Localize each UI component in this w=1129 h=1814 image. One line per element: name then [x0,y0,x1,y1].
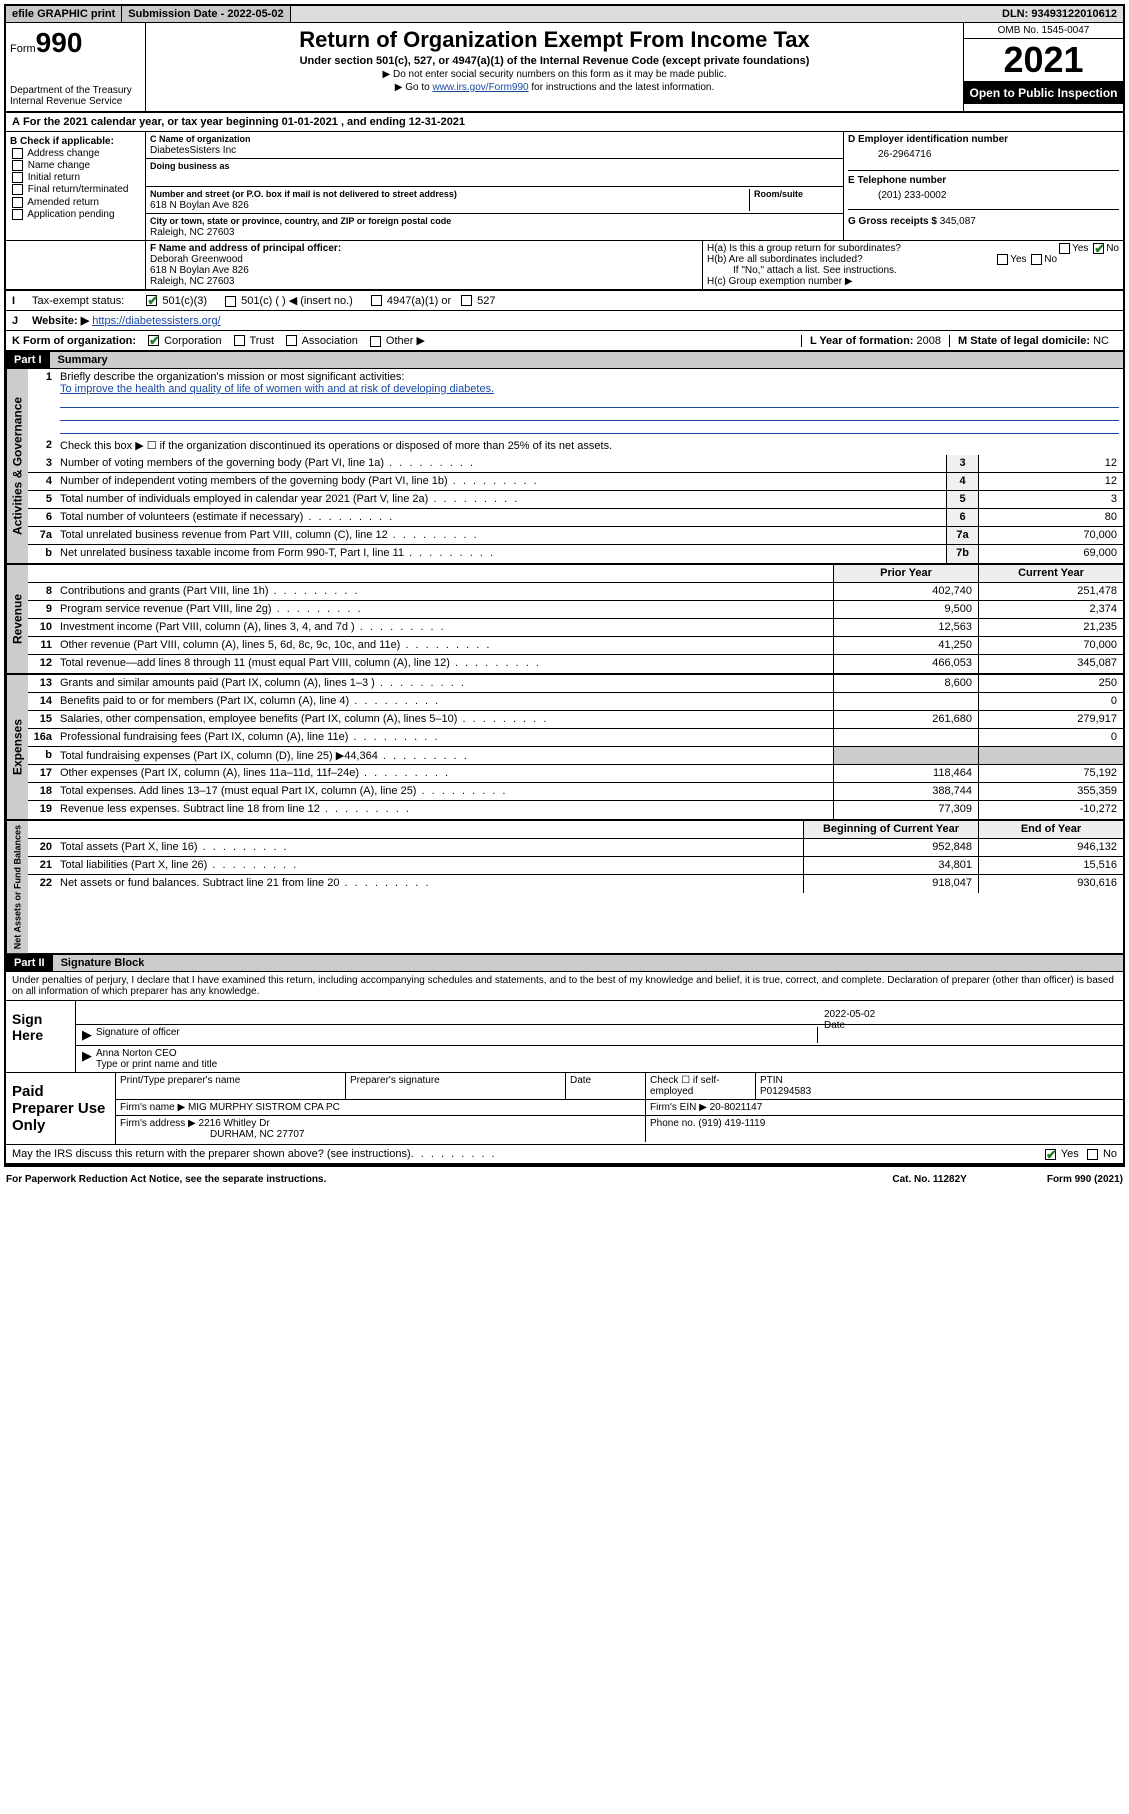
table-row: 20Total assets (Part X, line 16)952,8489… [28,839,1123,857]
table-row: 9Program service revenue (Part VIII, lin… [28,601,1123,619]
gross-receipts: 345,087 [940,216,976,227]
chk-501c3[interactable] [146,295,157,306]
irs-link[interactable]: www.irs.gov/Form990 [432,82,528,93]
officer-name: Deborah Greenwood [150,254,243,265]
penalties-text: Under penalties of perjury, I declare th… [6,972,1123,1001]
row-j: JWebsite: ▶ https://diabetessisters.org/ [6,311,1123,331]
spacer [291,12,996,16]
activities-governance: Activities & Governance 1 Briefly descri… [6,369,1123,565]
form-note-2: ▶ Go to www.irs.gov/Form990 for instruct… [150,82,959,93]
org-name: DiabetesSisters Inc [150,145,236,156]
chk-final-return[interactable]: Final return/terminated [10,184,141,195]
table-row: 4Number of independent voting members of… [28,473,1123,491]
table-row: bTotal fundraising expenses (Part IX, co… [28,747,1123,765]
blocks-bcdeg: B Check if applicable: Address change Na… [6,132,1123,241]
chk-amended[interactable]: Amended return [10,197,141,208]
form-note-1: ▶ Do not enter social security numbers o… [150,69,959,80]
ein-value: 26-2964716 [848,145,1119,164]
table-row: 11Other revenue (Part VIII, column (A), … [28,637,1123,655]
omb-number: OMB No. 1545-0047 [964,23,1123,39]
form-subtitle: Under section 501(c), 527, or 4947(a)(1)… [150,55,959,67]
vtab-rev: Revenue [6,565,28,673]
table-row: 19Revenue less expenses. Subtract line 1… [28,801,1123,819]
table-row: 5Total number of individuals employed in… [28,491,1123,509]
tax-year-line: A For the 2021 calendar year, or tax yea… [6,113,1123,132]
dln-label: DLN: 93493122010612 [996,6,1123,22]
block-deg: D Employer identification number26-29647… [843,132,1123,240]
table-row: 6Total number of volunteers (estimate if… [28,509,1123,527]
form-container: efile GRAPHIC print Submission Date - 20… [4,4,1125,1167]
ptin-value: P01294583 [760,1086,811,1097]
block-b: B Check if applicable: Address change Na… [6,132,146,240]
form-header: Form990 Department of the Treasury Inter… [6,23,1123,113]
phone-value: (201) 233-0002 [848,186,1119,205]
tax-year: 2021 [964,39,1123,82]
dept-label: Department of the Treasury Internal Reve… [10,85,141,107]
form-number: Form990 [10,27,141,59]
table-row: 7aTotal unrelated business revenue from … [28,527,1123,545]
sig-date: 2022-05-02 [824,1009,1117,1020]
sign-here-block: Sign Here ▶ Signature of officer 2022-05… [6,1001,1123,1073]
table-row: 15Salaries, other compensation, employee… [28,711,1123,729]
table-row: bNet unrelated business taxable income f… [28,545,1123,563]
paid-preparer-block: Paid Preparer Use Only Print/Type prepar… [6,1073,1123,1145]
table-row: 14Benefits paid to or for members (Part … [28,693,1123,711]
row-klm: K Form of organization: Corporation Trus… [6,331,1123,352]
expenses-section: Expenses 13Grants and similar amounts pa… [6,675,1123,821]
discuss-row: May the IRS discuss this return with the… [6,1145,1123,1165]
page-footer: For Paperwork Reduction Act Notice, see … [0,1171,1129,1188]
table-row: 17Other expenses (Part IX, column (A), l… [28,765,1123,783]
revenue-section: Revenue Prior YearCurrent Year 8Contribu… [6,565,1123,675]
table-row: 13Grants and similar amounts paid (Part … [28,675,1123,693]
table-row: 3Number of voting members of the governi… [28,455,1123,473]
chk-initial-return[interactable]: Initial return [10,172,141,183]
row-i: ITax-exempt status: 501(c)(3) 501(c) ( )… [6,290,1123,311]
chk-app-pending[interactable]: Application pending [10,209,141,220]
org-city: Raleigh, NC 27603 [150,227,235,238]
part2-header: Part II Signature Block [6,955,1123,972]
submission-date-button[interactable]: Submission Date - 2022-05-02 [122,6,290,22]
table-row: 16aProfessional fundraising fees (Part I… [28,729,1123,747]
table-row: 22Net assets or fund balances. Subtract … [28,875,1123,893]
table-row: 12Total revenue—add lines 8 through 11 (… [28,655,1123,673]
blocks-fh: F Name and address of principal officer:… [6,241,1123,290]
table-row: 10Investment income (Part VIII, column (… [28,619,1123,637]
block-c: C Name of organizationDiabetesSisters In… [146,132,843,240]
vtab-ag: Activities & Governance [6,369,28,563]
chk-address-change[interactable]: Address change [10,148,141,159]
mission-text: To improve the health and quality of lif… [60,383,494,395]
vtab-na: Net Assets or Fund Balances [6,821,28,953]
chk-name-change[interactable]: Name change [10,160,141,171]
firm-name: MIG MURPHY SISTROM CPA PC [188,1102,340,1113]
netassets-section: Net Assets or Fund Balances Beginning of… [6,821,1123,955]
form-title: Return of Organization Exempt From Incom… [150,27,959,53]
table-row: 8Contributions and grants (Part VIII, li… [28,583,1123,601]
part1-header: Part I Summary [6,352,1123,369]
org-address: 618 N Boylan Ave 826 [150,200,249,211]
vtab-exp: Expenses [6,675,28,819]
top-bar: efile GRAPHIC print Submission Date - 20… [6,6,1123,23]
table-row: 18Total expenses. Add lines 13–17 (must … [28,783,1123,801]
public-inspection-badge: Open to Public Inspection [964,82,1123,104]
table-row: 21Total liabilities (Part X, line 26)34,… [28,857,1123,875]
officer-sig-name: Anna Norton CEO [96,1048,1117,1059]
website-link[interactable]: https://diabetessisters.org/ [92,315,220,327]
efile-print-button[interactable]: efile GRAPHIC print [6,6,122,22]
